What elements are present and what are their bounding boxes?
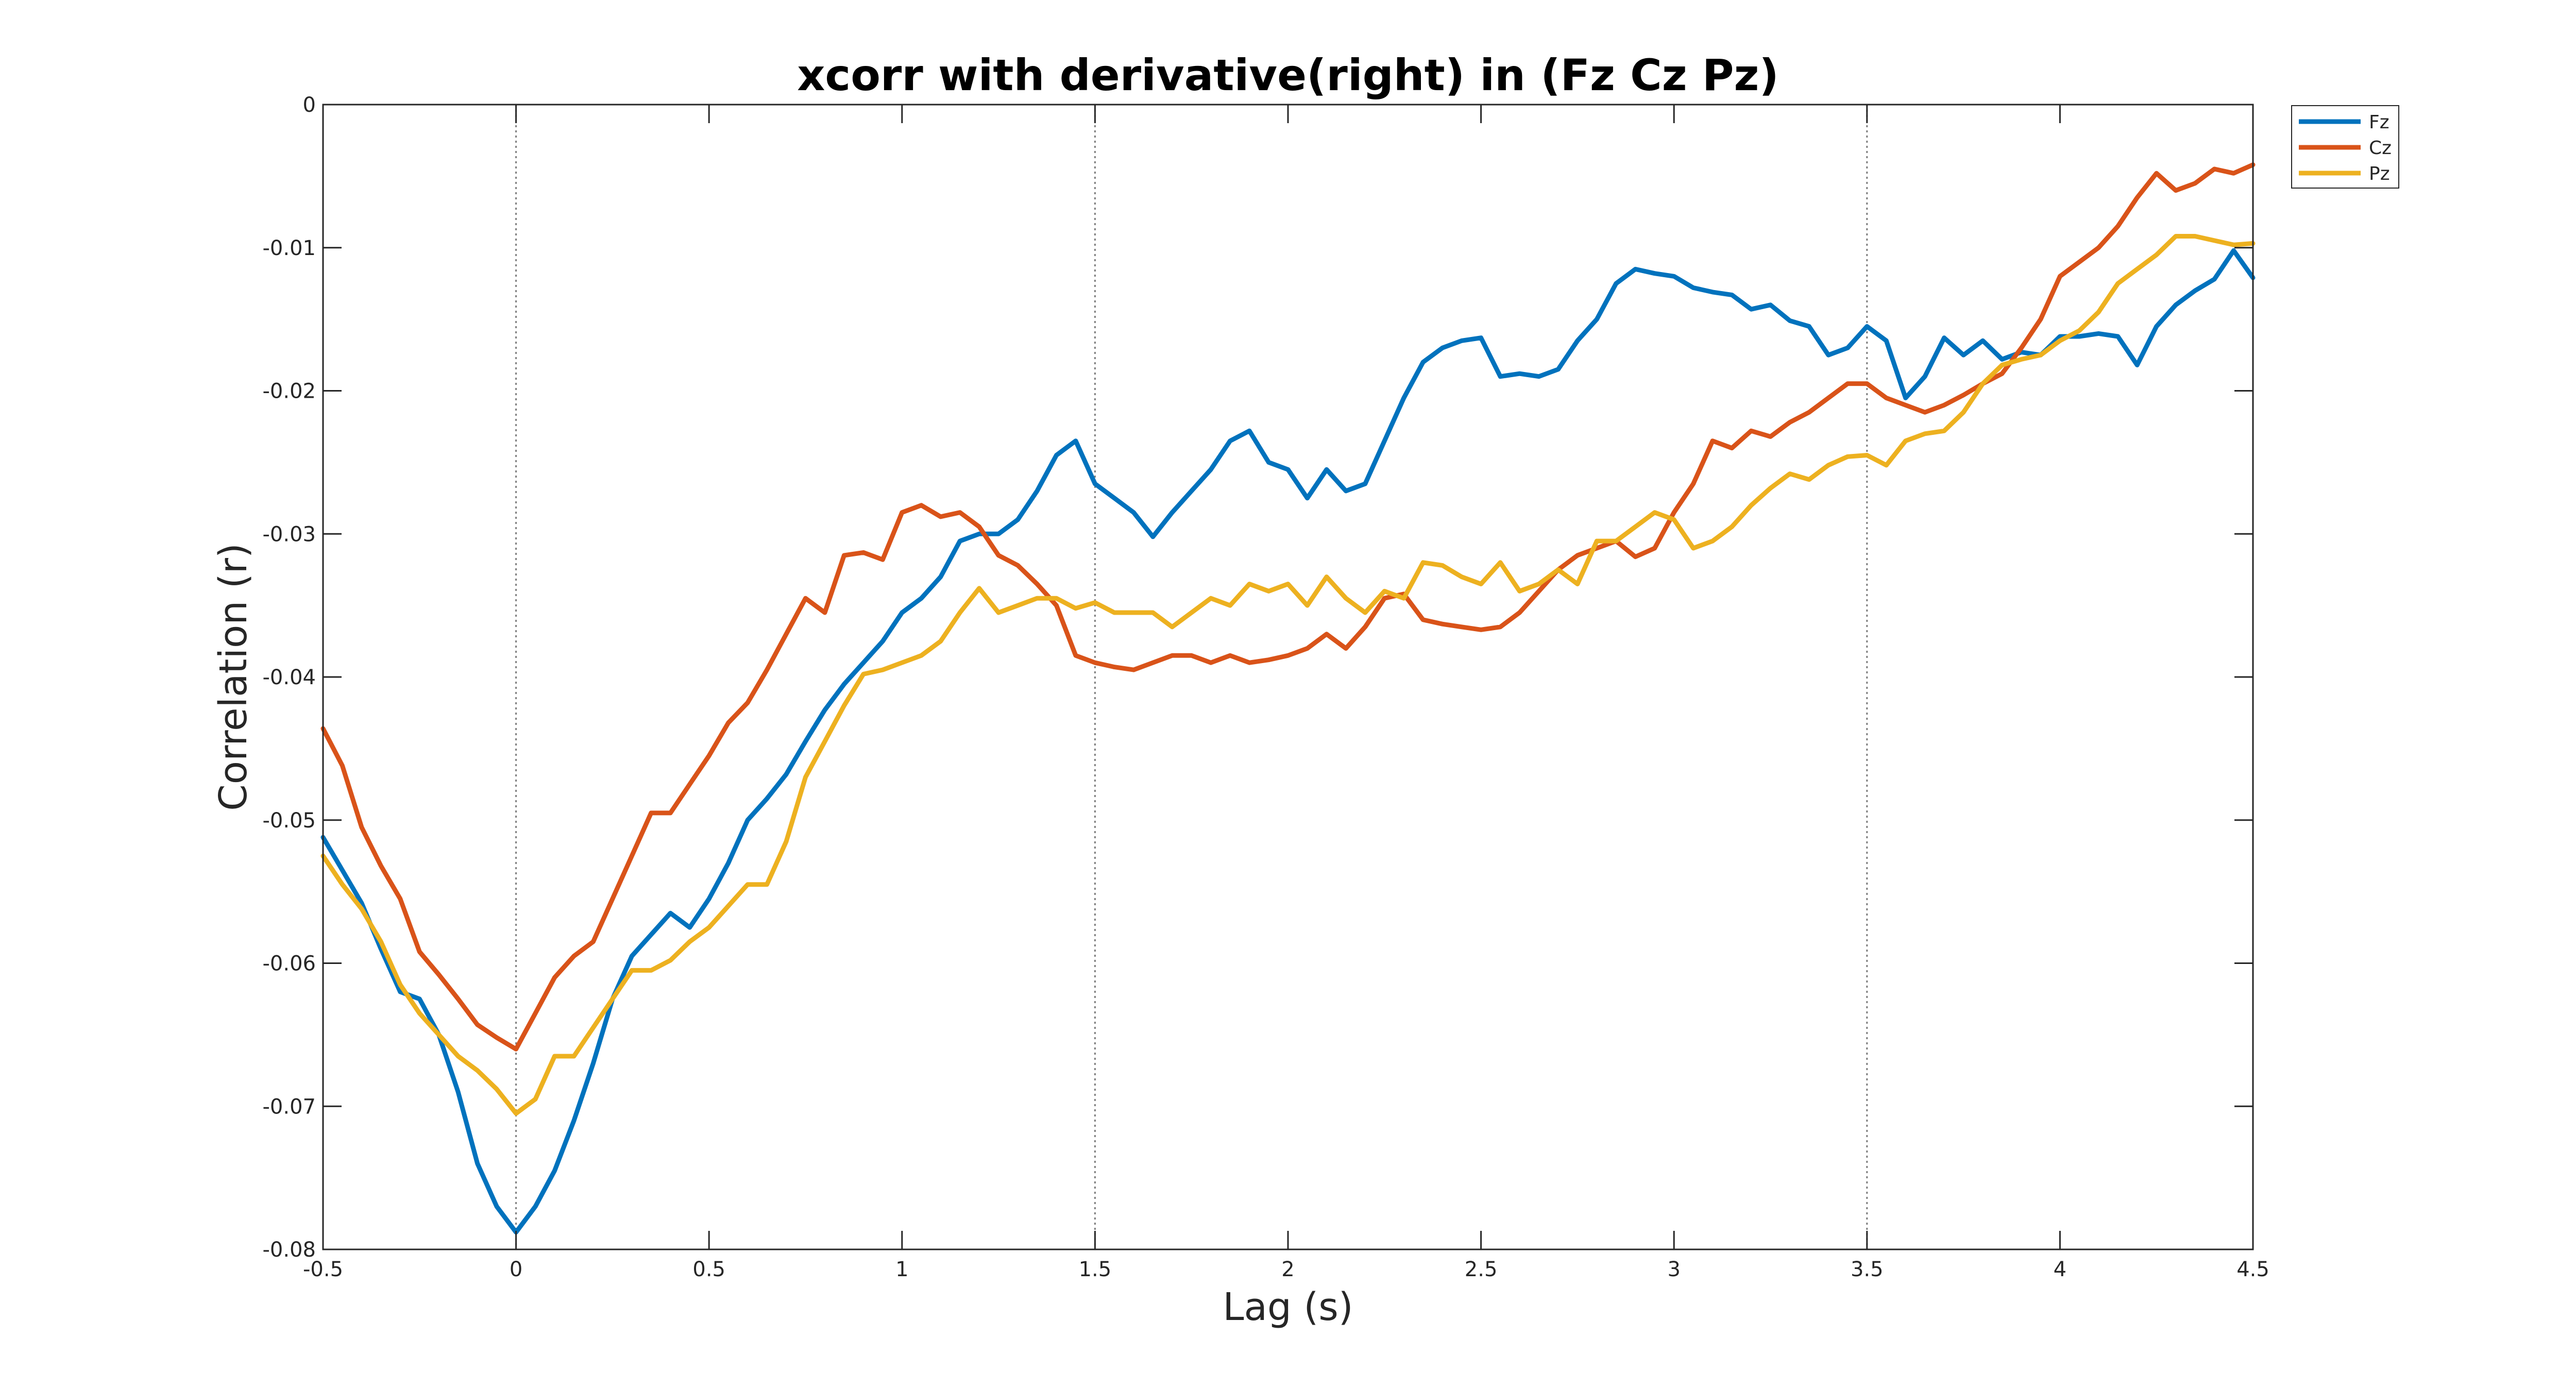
x-tick-labels: -0.5 0 0.5 1 1.5 2 2.5 3 3.5 4 4.5 bbox=[303, 1258, 2269, 1281]
y-tick-label: -0.03 bbox=[263, 522, 316, 546]
y-tick-label: -0.05 bbox=[263, 809, 316, 833]
y-tick-label: -0.06 bbox=[263, 952, 316, 976]
x-tick-label: -0.5 bbox=[303, 1258, 343, 1281]
x-tick-label: 0.5 bbox=[692, 1258, 725, 1281]
y-tick-labels: 0 -0.01 -0.02 -0.03 -0.04 -0.05 -0.06 -0.07 -0.0… bbox=[263, 93, 316, 1262]
x-tick-label: 2.5 bbox=[1465, 1258, 1498, 1281]
y-tick-label: -0.04 bbox=[263, 666, 316, 689]
y-axis-label: Correlation (r) bbox=[211, 543, 256, 811]
y-tick-label: 0 bbox=[303, 93, 316, 117]
series-line-pz bbox=[320, 234, 2256, 1116]
x-tick-label: 0 bbox=[510, 1258, 522, 1281]
series-line-cz bbox=[320, 162, 2256, 1052]
series-line-fz bbox=[320, 248, 2256, 1235]
plot-area bbox=[323, 105, 2253, 1249]
x-tick-label: 3.5 bbox=[1851, 1258, 1884, 1281]
x-tick-label: 2 bbox=[1281, 1258, 1294, 1281]
x-tick-label: 1 bbox=[895, 1258, 908, 1281]
axis-ticks bbox=[322, 104, 2254, 1250]
x-tick-label: 4 bbox=[2054, 1258, 2066, 1281]
legend: Fz Cz Pz bbox=[2291, 105, 2399, 189]
series-lines bbox=[320, 162, 2256, 1235]
x-tick-label: 4.5 bbox=[2236, 1258, 2269, 1281]
legend-label-pz: Pz bbox=[2369, 163, 2390, 184]
legend-label-cz: Cz bbox=[2369, 138, 2392, 159]
y-tick-label: -0.08 bbox=[263, 1238, 316, 1262]
y-tick-label: -0.07 bbox=[263, 1095, 316, 1119]
x-tick-label: 3 bbox=[1667, 1258, 1680, 1281]
y-tick-label: -0.01 bbox=[263, 236, 316, 260]
legend-label-fz: Fz bbox=[2369, 112, 2389, 133]
x-axis-label: Lag (s) bbox=[1223, 1285, 1353, 1329]
y-tick-label: -0.02 bbox=[263, 380, 316, 403]
reference-lines bbox=[515, 105, 1868, 1249]
chart-title: xcorr with derivative(right) in (Fz Cz P… bbox=[797, 50, 1779, 100]
x-tick-label: 1.5 bbox=[1079, 1258, 1112, 1281]
